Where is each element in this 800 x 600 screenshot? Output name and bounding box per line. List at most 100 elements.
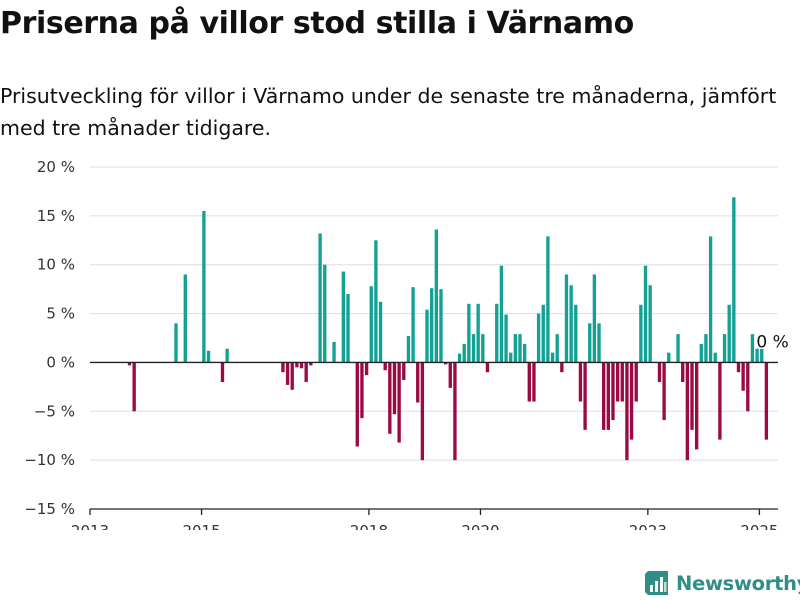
- bar: [690, 362, 694, 430]
- bar: [676, 334, 680, 363]
- bar: [397, 362, 401, 443]
- bar: [332, 341, 336, 363]
- annotations: 0 %: [755, 331, 790, 354]
- latest-value-label: 0 %: [756, 332, 788, 352]
- bar: [369, 286, 373, 363]
- bar: [225, 348, 229, 363]
- bar: [536, 313, 541, 363]
- bar: [546, 236, 550, 363]
- bar-chart: 20 %15 %10 %5 %0 %−5 %−10 %−15 % 2013201…: [24, 158, 790, 530]
- bar: [694, 362, 699, 450]
- bar: [685, 362, 690, 461]
- bar: [202, 210, 206, 363]
- bar: [648, 285, 652, 363]
- bar: [425, 309, 429, 363]
- x-tick-label: 2015: [182, 522, 220, 530]
- y-tick-label: 0 %: [46, 353, 75, 371]
- y-tick-label: −15 %: [24, 500, 75, 518]
- axes: [90, 361, 778, 510]
- bar: [453, 362, 457, 461]
- bar: [304, 362, 308, 382]
- bar: [550, 352, 555, 363]
- bar: [588, 323, 592, 363]
- bar: [406, 336, 411, 363]
- bar: [318, 233, 322, 363]
- bar: [569, 285, 573, 363]
- bar: [220, 362, 225, 382]
- bar: [485, 362, 490, 373]
- bar: [657, 362, 662, 382]
- bar: [383, 362, 387, 371]
- bar: [755, 348, 759, 363]
- bar: [662, 362, 666, 421]
- bar: [592, 274, 597, 363]
- bar: [378, 301, 383, 363]
- x-tick-label: 2023: [629, 522, 667, 530]
- bar: [708, 236, 713, 363]
- bar: [732, 197, 736, 363]
- bar: [527, 362, 531, 402]
- bar: [206, 350, 211, 363]
- bar: [555, 334, 559, 363]
- bar: [620, 362, 624, 402]
- bar: [346, 294, 350, 363]
- bar: [643, 265, 648, 363]
- bar: [625, 362, 629, 461]
- bar: [495, 303, 499, 363]
- bar: [430, 288, 434, 363]
- bar: [722, 334, 727, 363]
- bar: [420, 362, 425, 461]
- bar: [476, 303, 480, 363]
- bar: [541, 304, 545, 363]
- bar: [522, 343, 527, 363]
- bar: [299, 362, 304, 369]
- bar: [574, 304, 578, 363]
- brand-name: Newsworthy: [676, 571, 800, 595]
- bar: [578, 362, 583, 402]
- bar: [448, 362, 452, 388]
- bar: [132, 362, 136, 412]
- bar: [736, 362, 741, 373]
- bar: [388, 362, 392, 434]
- bar: [597, 323, 601, 363]
- bar: [504, 314, 508, 363]
- bar: [471, 334, 476, 363]
- bar: [402, 362, 406, 381]
- bar: [174, 323, 178, 363]
- chart-title: Priserna på villor stod stilla i Värnamo: [0, 6, 634, 41]
- bar: [281, 362, 285, 373]
- bar: [606, 362, 610, 430]
- y-tick-label: 20 %: [37, 158, 75, 176]
- x-tick-label: 2013: [71, 522, 109, 530]
- bar: [290, 362, 294, 390]
- newsworthy-logo-icon: [645, 571, 668, 595]
- bar: [629, 362, 634, 440]
- bar: [583, 362, 587, 430]
- bar: [704, 334, 708, 363]
- bar: [323, 264, 327, 363]
- newsworthy-brand: Newsworthy: [644, 569, 800, 597]
- bar: [360, 362, 364, 419]
- x-axis-ticks: 2013 2015 2018 2020 2023 2025: [71, 509, 778, 530]
- y-tick-label: 15 %: [37, 207, 75, 225]
- bar: [560, 362, 564, 373]
- bar: [439, 289, 443, 363]
- bar: [392, 362, 397, 415]
- bar: [741, 362, 745, 391]
- bar: [764, 362, 769, 440]
- bar: [285, 362, 290, 385]
- bar: [509, 352, 513, 363]
- bar: [513, 334, 518, 363]
- bar: [760, 348, 764, 363]
- bar: [341, 271, 346, 363]
- bar: [295, 362, 299, 368]
- y-axis-ticks: 20 % 15 % 10 % 5 % 0 % −5 % −10 % −15 %: [24, 158, 75, 518]
- y-tick-label: −10 %: [24, 451, 75, 469]
- bar: [467, 303, 471, 363]
- bar: [355, 362, 359, 447]
- bar: [411, 287, 415, 363]
- x-tick-label: 2020: [461, 522, 499, 530]
- bar: [727, 304, 731, 363]
- bar: [462, 343, 466, 363]
- bar: [532, 362, 536, 402]
